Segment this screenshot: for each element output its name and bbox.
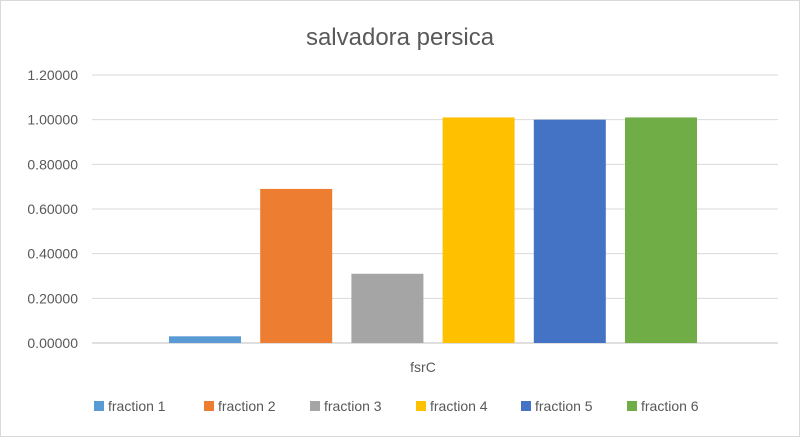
legend-label: fraction 5 (535, 398, 593, 414)
y-tick-label: 0.00000 (27, 335, 78, 351)
y-tick-label: 1.00000 (27, 112, 78, 128)
legend-label: fraction 3 (324, 398, 382, 414)
legend-swatch (94, 401, 104, 411)
bar-fraction-6 (625, 117, 697, 343)
y-axis-ticks: 0.00000 0.20000 0.40000 0.60000 0.80000 1.000… (27, 67, 78, 351)
legend-label: fraction 6 (641, 398, 699, 414)
legend-swatch (521, 401, 531, 411)
bar-fraction-3 (351, 273, 424, 343)
bar-fraction-2 (260, 188, 333, 343)
y-tick-label: 1.20000 (27, 67, 78, 83)
y-tick-label: 0.60000 (27, 201, 78, 217)
y-tick-label: 0.20000 (27, 290, 78, 306)
legend-label: fraction 2 (218, 398, 276, 414)
legend: fraction 1 fraction 2 fraction 3 fraction 4… (94, 398, 699, 414)
y-tick-label: 0.80000 (27, 156, 78, 172)
bar-fraction-4 (442, 117, 515, 343)
legend-label: fraction 4 (430, 398, 488, 414)
legend-swatch (627, 401, 637, 411)
chart-title: salvadora persica (306, 24, 495, 51)
bar-fraction-1 (169, 336, 241, 343)
x-tick-label: fsrC (410, 359, 436, 375)
y-tick-label: 0.40000 (27, 246, 78, 262)
legend-label: fraction 1 (108, 398, 166, 414)
bar-fraction-5 (533, 119, 606, 344)
legend-swatch (310, 401, 320, 411)
bars (169, 117, 697, 344)
legend-swatch (416, 401, 426, 411)
legend-swatch (204, 401, 214, 411)
